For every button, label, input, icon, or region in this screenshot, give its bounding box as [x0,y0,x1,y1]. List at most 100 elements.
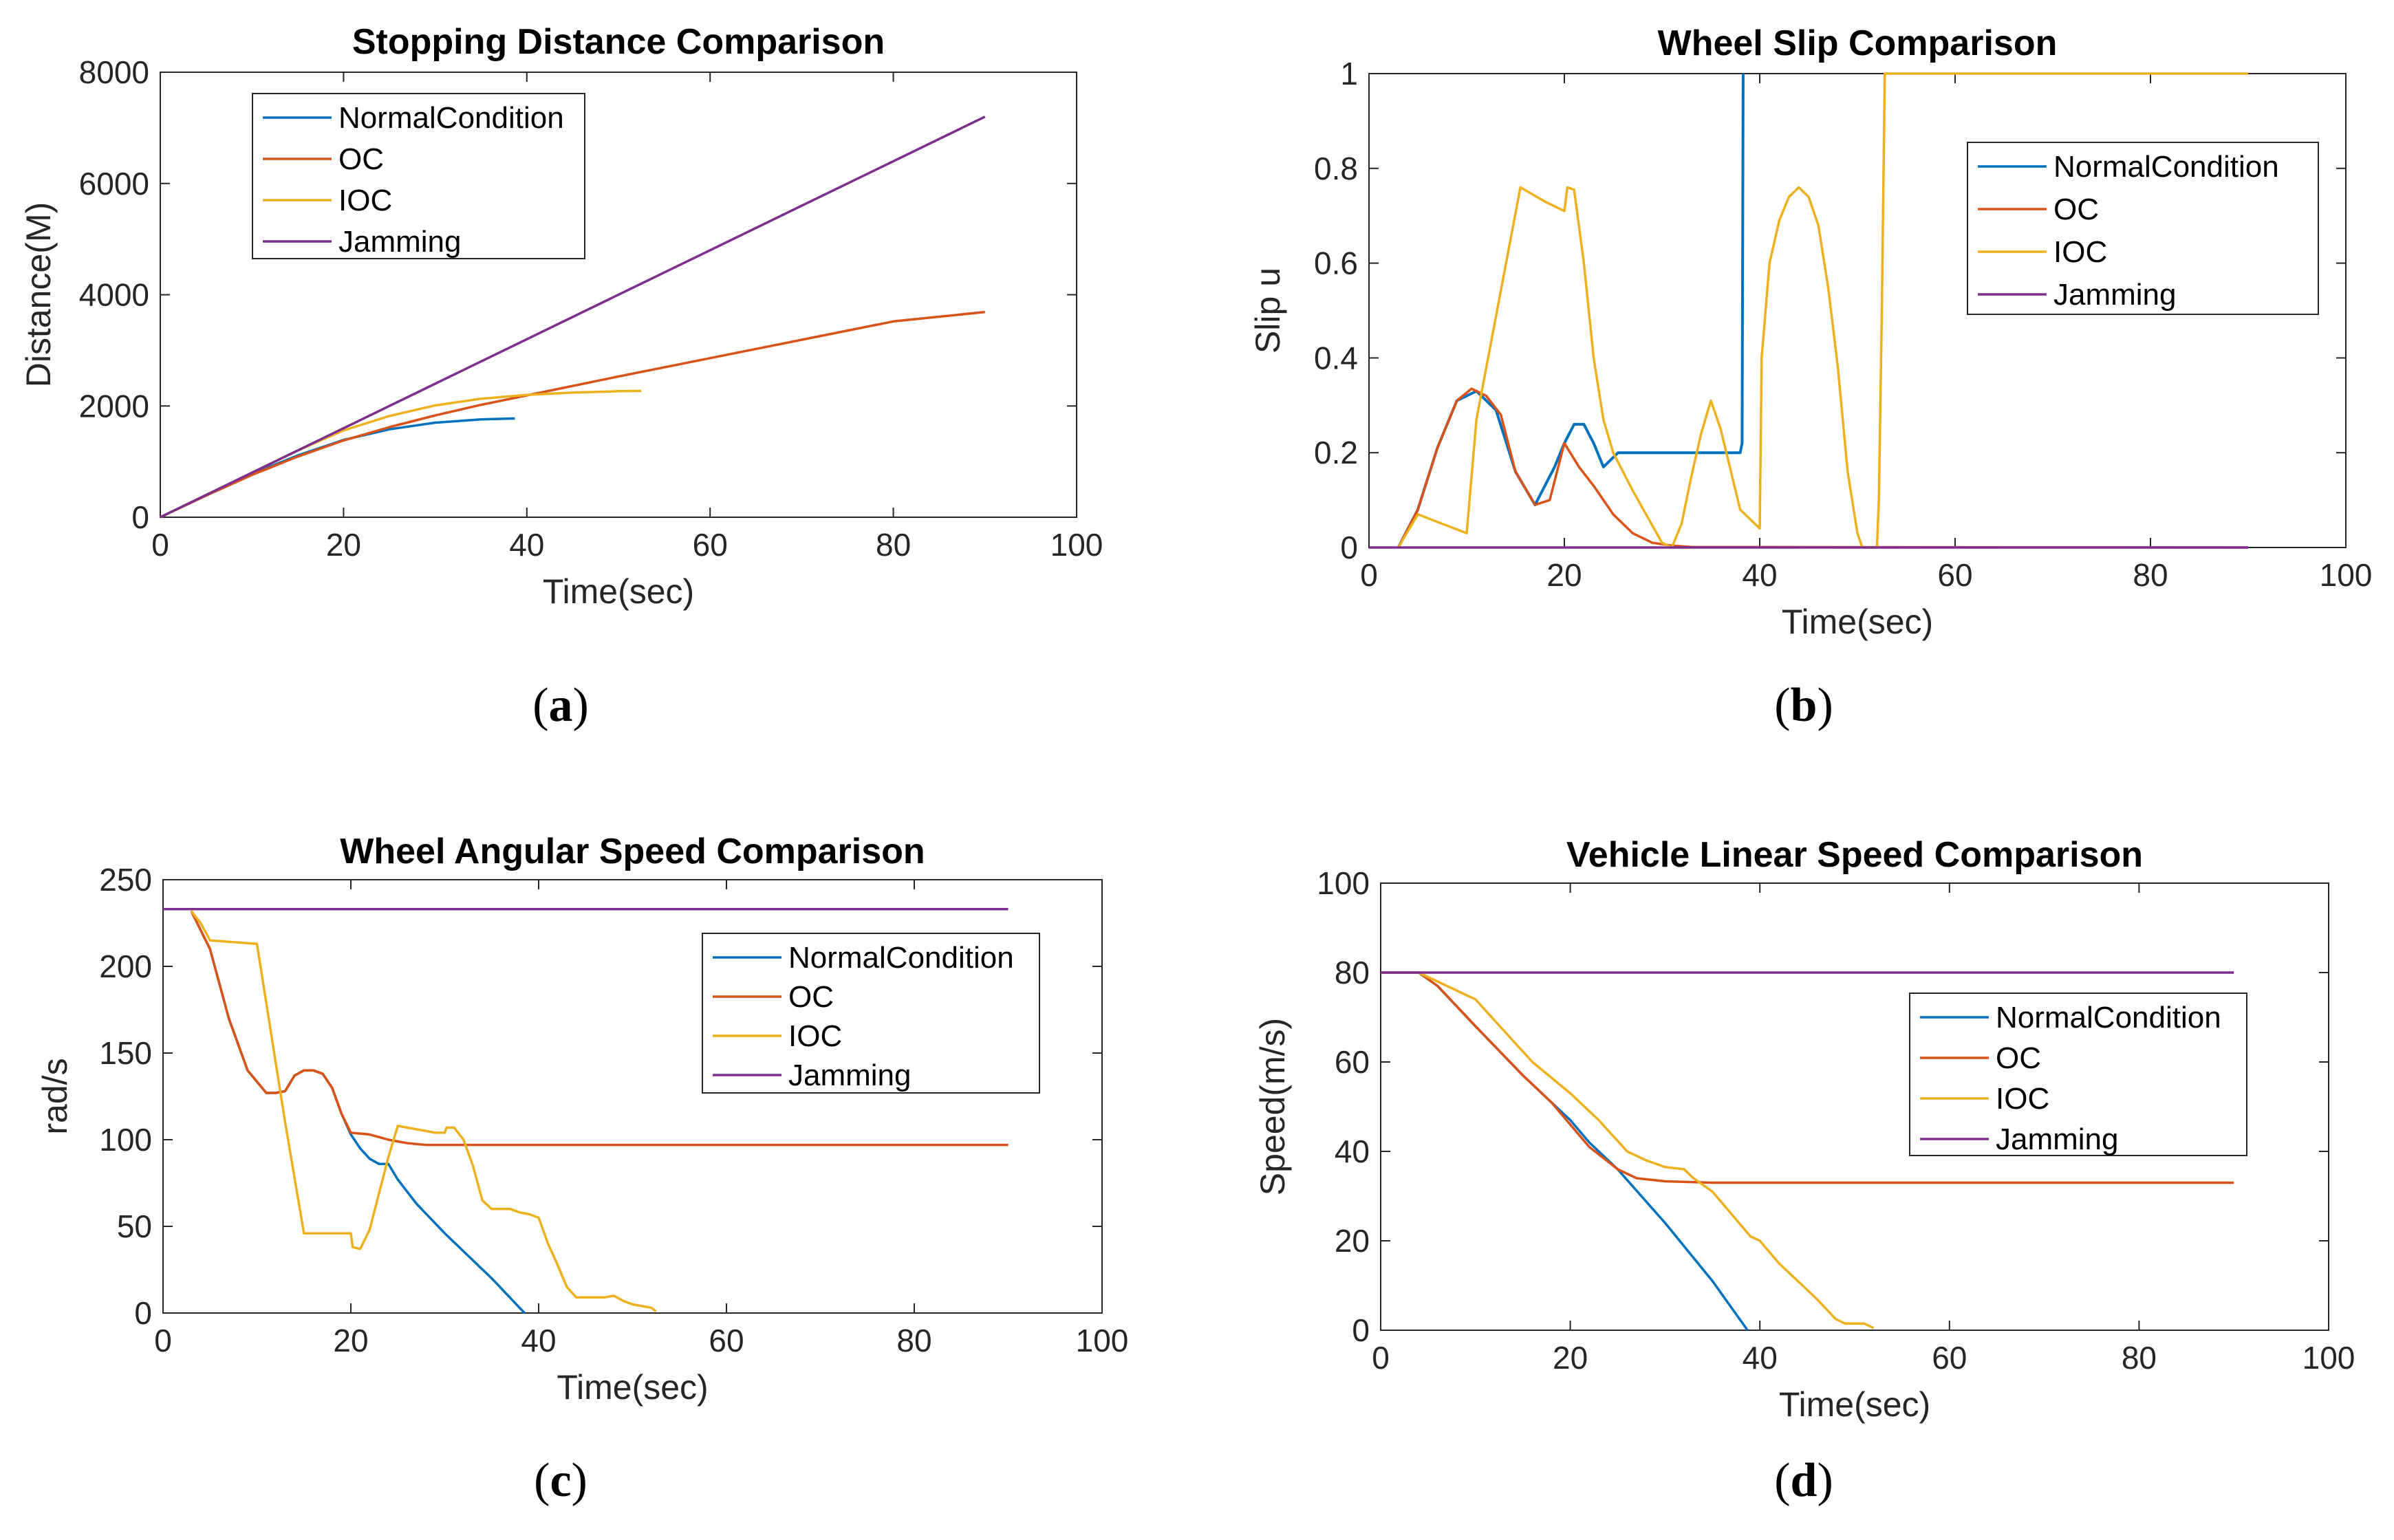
y-tick-label: 200 [99,948,152,984]
legend-box [252,93,585,259]
y-axis-label: Slip u [1249,268,1287,354]
x-axis-label: Time(sec) [1782,603,1933,641]
legend-box [1967,142,2319,315]
legend-label-normalcondition: NormalCondition [1996,1001,2221,1034]
y-tick-label: 100 [1317,865,1370,901]
y-tick-label: 1 [1340,56,1358,91]
panel-caption: (c) [534,1454,587,1507]
y-tick-label: 2000 [79,388,149,424]
series-line-oc [160,310,985,519]
x-tick-label: 80 [876,527,911,563]
panel-caption: (b) [1774,679,1833,732]
legend-label-oc: OC [338,142,384,176]
series-line-normalcondition [1396,73,1745,548]
y-tick-label: 8000 [79,54,149,90]
chart-panel-d: 0 20 40 60 80 100 0 20 40 60 80 100 Vehicle Linear S… [1253,835,2355,1507]
y-tick-label: 150 [99,1035,152,1071]
legend-label-jamming: Jamming [1996,1123,2119,1156]
legend-label-normalcondition: NormalCondition [338,101,564,135]
series-line-jamming [160,116,986,519]
chart-title: Vehicle Linear Speed Comparison [1566,835,2143,875]
legend-label-oc: OC [788,980,834,1014]
legend-label-jamming: Jamming [2053,278,2177,312]
legend-box [702,933,1040,1094]
legend-box [1909,993,2247,1156]
y-axis-label: Speed(m/s) [1253,1018,1292,1195]
legend: NormalCondition OC IOC Jamming [702,933,1040,1094]
series-line-ioc [190,910,657,1312]
y-tick-label: 0 [131,499,149,535]
y-tick-label: 0 [134,1295,152,1331]
y-tick-label: 0.8 [1314,151,1358,186]
x-tick-label: 0 [1372,1340,1390,1376]
series-line-ioc [1397,72,2248,549]
x-tick-label: 40 [521,1323,556,1358]
y-tick-label: 0.4 [1314,340,1358,376]
x-tick-label: 60 [1932,1340,1967,1376]
y-tick-label: 50 [117,1208,152,1244]
y-axis-label: Distance(M) [19,202,58,387]
x-tick-label: 0 [154,1323,172,1358]
x-tick-label: 0 [151,527,169,563]
x-tick-label: 80 [2122,1340,2157,1376]
legend-label-normalcondition: NormalCondition [788,941,1014,975]
series-line-ioc [1381,971,1875,1330]
y-tick-label: 0.2 [1314,435,1358,470]
legend-label-ioc: IOC [1996,1082,2049,1116]
legend-label-oc: OC [1996,1041,2041,1075]
y-tick-label: 0 [1352,1312,1370,1348]
x-tick-label: 80 [896,1323,931,1358]
chart-title: Wheel Slip Comparison [1658,23,2058,63]
y-tick-label: 4000 [79,277,149,313]
chart-title: Wheel Angular Speed Comparison [340,832,925,871]
legend-label-normalcondition: NormalCondition [2053,150,2279,184]
x-tick-label: 80 [2133,557,2168,593]
x-axis-label: Time(sec) [543,572,694,611]
y-tick-label: 100 [99,1122,152,1158]
y-tick-label: 250 [99,862,152,898]
legend: NormalCondition OC IOC Jamming [252,93,585,259]
legend-label-ioc: IOC [2053,235,2107,269]
y-axis-label: rad/s [36,1058,74,1134]
x-tick-label: 20 [333,1323,368,1358]
chart-panel-a: 0 20 40 60 80 100 0 2000 4000 6000 8000 Stopping Di… [19,22,1103,732]
y-tick-label: 6000 [79,166,149,202]
chart-panel-b: 0 20 40 60 80 100 0 0.2 0.4 0.6 0.8 1 Wheel Slip Com… [1249,23,2372,732]
chart-panel-c: 0 20 40 60 80 100 0 50 100 150 200 250 Wheel Angular… [36,832,1128,1507]
x-tick-label: 40 [509,527,544,563]
y-tick-label: 60 [1335,1044,1370,1080]
legend-label-jamming: Jamming [788,1059,912,1092]
y-tick-label: 20 [1335,1223,1370,1259]
chart-title: Stopping Distance Comparison [352,22,885,62]
x-tick-label: 20 [1546,557,1582,593]
legend-label-oc: OC [2053,193,2099,226]
legend-label-ioc: IOC [788,1019,842,1053]
x-tick-label: 100 [2320,557,2373,593]
x-tick-label: 60 [1937,557,1972,593]
legend-label-ioc: IOC [338,184,392,217]
x-tick-label: 60 [709,1323,744,1358]
panel-caption: (d) [1774,1454,1833,1507]
legend-label-jamming: Jamming [338,225,462,259]
y-tick-label: 40 [1335,1134,1370,1169]
x-tick-label: 100 [2303,1340,2355,1376]
x-tick-label: 40 [1742,557,1777,593]
series-line-oc [1381,971,2234,1184]
x-tick-label: 20 [1553,1340,1588,1376]
y-tick-label: 0 [1340,530,1358,565]
series-line-oc [190,910,1009,1147]
x-tick-label: 100 [1050,527,1103,563]
x-axis-label: Time(sec) [557,1368,708,1407]
y-tick-label: 0.6 [1314,246,1358,281]
x-axis-label: Time(sec) [1779,1385,1930,1424]
x-tick-label: 20 [326,527,361,563]
legend: NormalCondition OC IOC Jamming [1909,993,2247,1156]
legend: NormalCondition OC IOC Jamming [1967,142,2319,315]
series-line-oc [1397,387,2249,549]
x-tick-label: 40 [1743,1340,1778,1376]
panel-caption: (a) [532,679,589,732]
x-tick-label: 100 [1076,1323,1129,1358]
x-tick-label: 0 [1360,557,1378,593]
y-tick-label: 80 [1335,955,1370,990]
